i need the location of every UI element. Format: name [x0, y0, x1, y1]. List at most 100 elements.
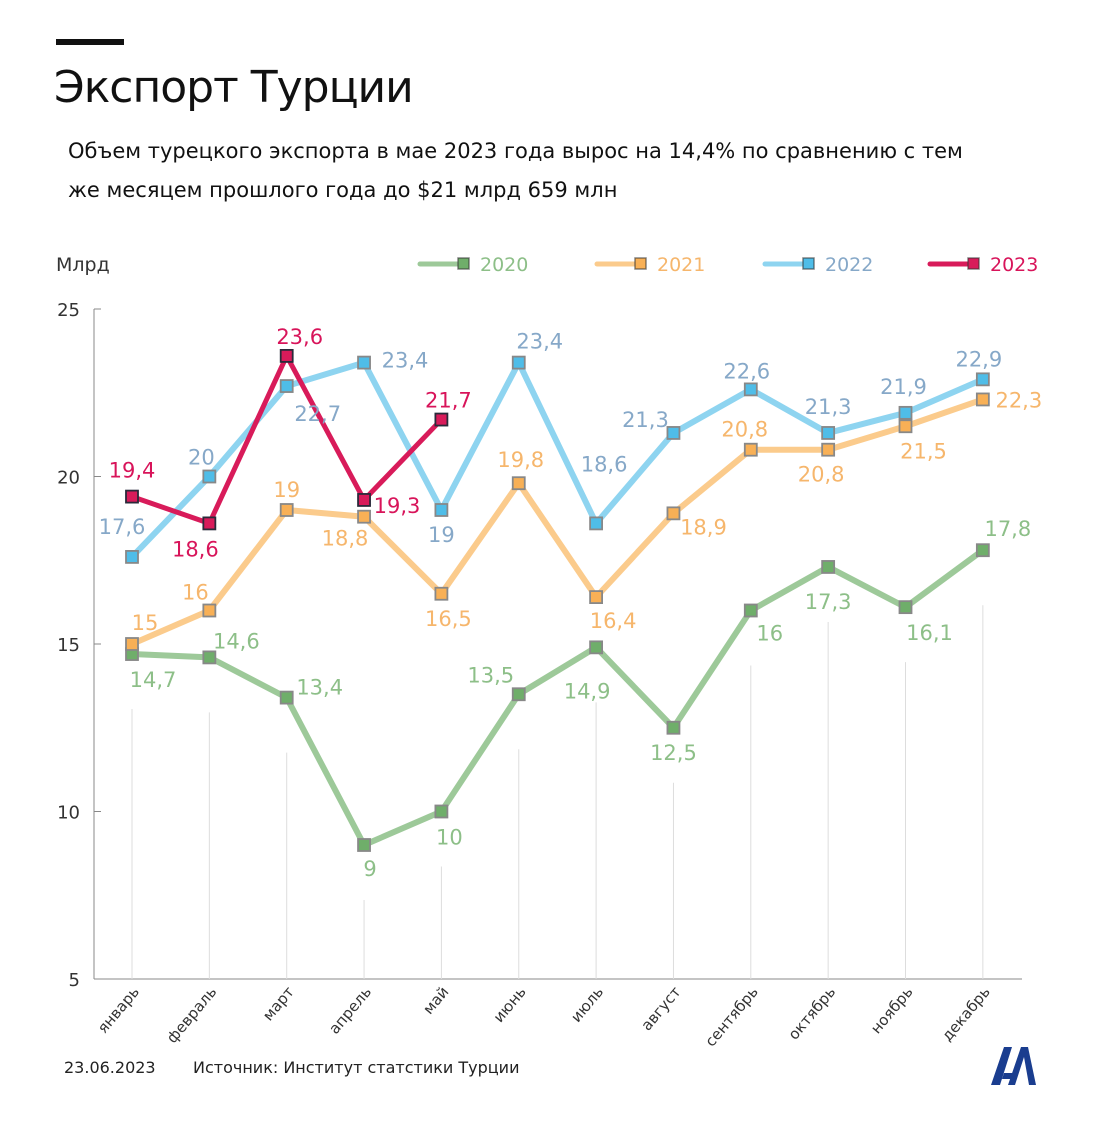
legend-marker-2021 [634, 257, 647, 270]
data-point-2022 [125, 550, 139, 564]
title-accent-bar [56, 39, 124, 45]
data-point-2020 [279, 690, 294, 705]
data-point-2023 [125, 489, 139, 504]
data-point-2023 [279, 348, 294, 363]
data-point-2021 [975, 392, 990, 407]
data-point-2023 [202, 516, 217, 531]
legend-label-2021: 2021 [657, 254, 705, 276]
data-label-2021: 18,9 [680, 515, 727, 539]
data-point-2022 [357, 355, 371, 370]
x-tick-label: ноябрь [867, 983, 917, 1037]
publish-date: 23.06.2023 [64, 1058, 156, 1077]
x-tick-label: май [419, 983, 452, 1018]
data-point-2020 [666, 720, 681, 735]
data-label-2022: 21,3 [622, 408, 669, 432]
x-tick-label: сентябрь [701, 983, 761, 1050]
data-label-2020: 13,4 [296, 676, 343, 700]
data-label-2023: 19,3 [374, 494, 421, 518]
data-point-2021 [279, 503, 294, 517]
source-note: Источник: Институт статстики Турции [193, 1058, 520, 1077]
data-label-2022: 21,9 [880, 375, 927, 399]
data-label-2021: 16,4 [590, 609, 637, 633]
data-label-2021: 18,8 [322, 527, 369, 551]
data-label-2020: 16 [756, 622, 783, 646]
data-label-2021: 16,5 [425, 607, 472, 631]
data-point-2023 [434, 412, 449, 427]
data-point-2022 [511, 355, 526, 370]
data-point-2020 [743, 603, 758, 618]
series-line-2022 [129, 359, 985, 559]
subtitle: Объем турецкого экспорта в мае 2023 года… [68, 139, 963, 202]
data-label-2022: 23,4 [382, 349, 429, 373]
y-axis-label: Млрд [56, 254, 110, 276]
data-label-2021: 21,5 [900, 439, 947, 463]
data-label-2020: 14,9 [564, 679, 611, 703]
data-point-2022 [666, 426, 681, 440]
legend-label-2022: 2022 [825, 254, 873, 276]
x-tick-label: октябрь [785, 983, 840, 1043]
legend-marker-2020 [457, 257, 470, 270]
data-label-2020: 14,7 [130, 668, 177, 692]
data-point-2020 [898, 600, 913, 615]
data-point-2022 [898, 405, 913, 420]
data-label-2022: 22,9 [955, 347, 1002, 371]
data-point-2021 [898, 419, 913, 434]
data-point-2023 [357, 493, 371, 507]
data-point-2020 [202, 650, 217, 665]
series-line-2021 [130, 396, 984, 647]
data-point-2021 [125, 637, 139, 651]
data-label-2020: 10 [436, 826, 463, 850]
x-tick-label: январь [94, 983, 143, 1037]
data-label-2022: 20 [188, 446, 215, 470]
data-label-2021: 19 [273, 478, 300, 502]
data-label-2023: 19,4 [109, 459, 156, 483]
data-point-2021 [743, 442, 758, 457]
data-label-2022: 18,6 [581, 452, 628, 476]
data-point-2021 [821, 442, 836, 457]
data-label-2022: 17,6 [99, 515, 146, 539]
data-point-2020 [821, 560, 836, 574]
data-point-2022 [975, 372, 990, 387]
page-title: Экспорт Турции [54, 62, 414, 113]
x-tick-label: июль [567, 983, 607, 1026]
data-label-2022: 22,6 [723, 359, 770, 383]
data-point-2021 [434, 586, 449, 601]
data-label-2022: 19 [428, 523, 455, 547]
data-point-2022 [589, 516, 603, 531]
data-label-2021: 19,8 [497, 448, 544, 472]
data-point-2021 [357, 509, 371, 524]
x-tick-label: август [637, 983, 684, 1034]
data-point-2022 [279, 379, 294, 393]
y-tick-label: 15 [57, 635, 80, 656]
data-point-2022 [821, 426, 836, 440]
data-label-2021: 20,8 [798, 463, 845, 487]
data-label-2020: 16,1 [906, 621, 953, 645]
data-label-2023: 23,6 [276, 325, 323, 349]
data-label-2020: 12,5 [650, 741, 697, 765]
data-label-2022: 23,4 [516, 330, 563, 354]
x-tick-label: июнь [490, 983, 530, 1026]
data-point-2022 [202, 469, 217, 484]
data-point-2022 [743, 382, 758, 397]
data-label-2021: 20,8 [721, 418, 768, 442]
data-point-2020 [589, 640, 603, 655]
data-label-2022: 22,7 [294, 402, 341, 426]
data-label-2022: 21,3 [805, 395, 852, 419]
data-label-2021: 22,3 [995, 388, 1042, 412]
data-point-2020 [434, 804, 449, 819]
data-point-2021 [202, 603, 217, 618]
y-tick-label: 20 [57, 468, 80, 489]
legend-label-2023: 2023 [990, 254, 1038, 276]
series-line-2020 [131, 547, 985, 848]
data-point-2021 [511, 476, 526, 491]
x-tick-label: декабрь [938, 983, 994, 1045]
data-point-2022 [434, 503, 449, 517]
data-label-2023: 18,6 [172, 537, 219, 561]
legend-marker-2023 [967, 257, 980, 270]
y-tick-label: 10 [57, 803, 80, 824]
legend-label-2020: 2020 [480, 254, 528, 276]
data-label-2020: 9 [363, 857, 376, 881]
y-tick-label: 25 [57, 300, 80, 321]
x-tick-label: март [259, 983, 298, 1024]
